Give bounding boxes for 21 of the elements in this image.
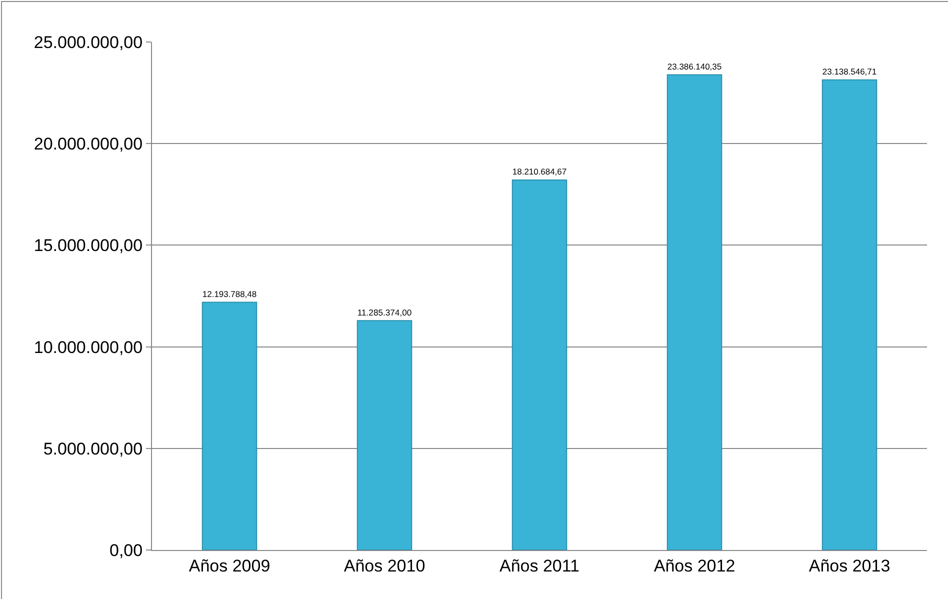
bar xyxy=(512,179,568,550)
y-tick-label: 20.000.000,00 xyxy=(34,134,143,154)
bar xyxy=(666,74,722,550)
data-label: 12.193.788,48 xyxy=(202,288,257,299)
bar xyxy=(822,79,878,550)
x-tick-label: Años 2009 xyxy=(188,556,270,576)
data-label: 23.386.140,35 xyxy=(667,62,722,72)
data-label: 23.138.546,71 xyxy=(822,66,877,77)
y-tick-label: 25.000.000,00 xyxy=(34,32,143,52)
bar xyxy=(356,320,412,550)
y-tick-label: 0,00 xyxy=(110,540,143,560)
y-tick-label: 15.000.000,00 xyxy=(34,236,143,256)
x-tick-label: Años 2012 xyxy=(654,556,736,576)
bar xyxy=(202,302,258,550)
x-tick-label: Años 2010 xyxy=(344,556,426,576)
data-label: 11.285.374,00 xyxy=(357,307,412,318)
data-label: 18.210.684,67 xyxy=(512,166,567,177)
x-tick-label: Años 2013 xyxy=(808,556,890,576)
y-tick-label: 5.000.000,00 xyxy=(43,439,143,458)
x-tick-label: Años 2011 xyxy=(499,556,580,576)
y-tick-label: 10.000.000,00 xyxy=(34,338,143,357)
